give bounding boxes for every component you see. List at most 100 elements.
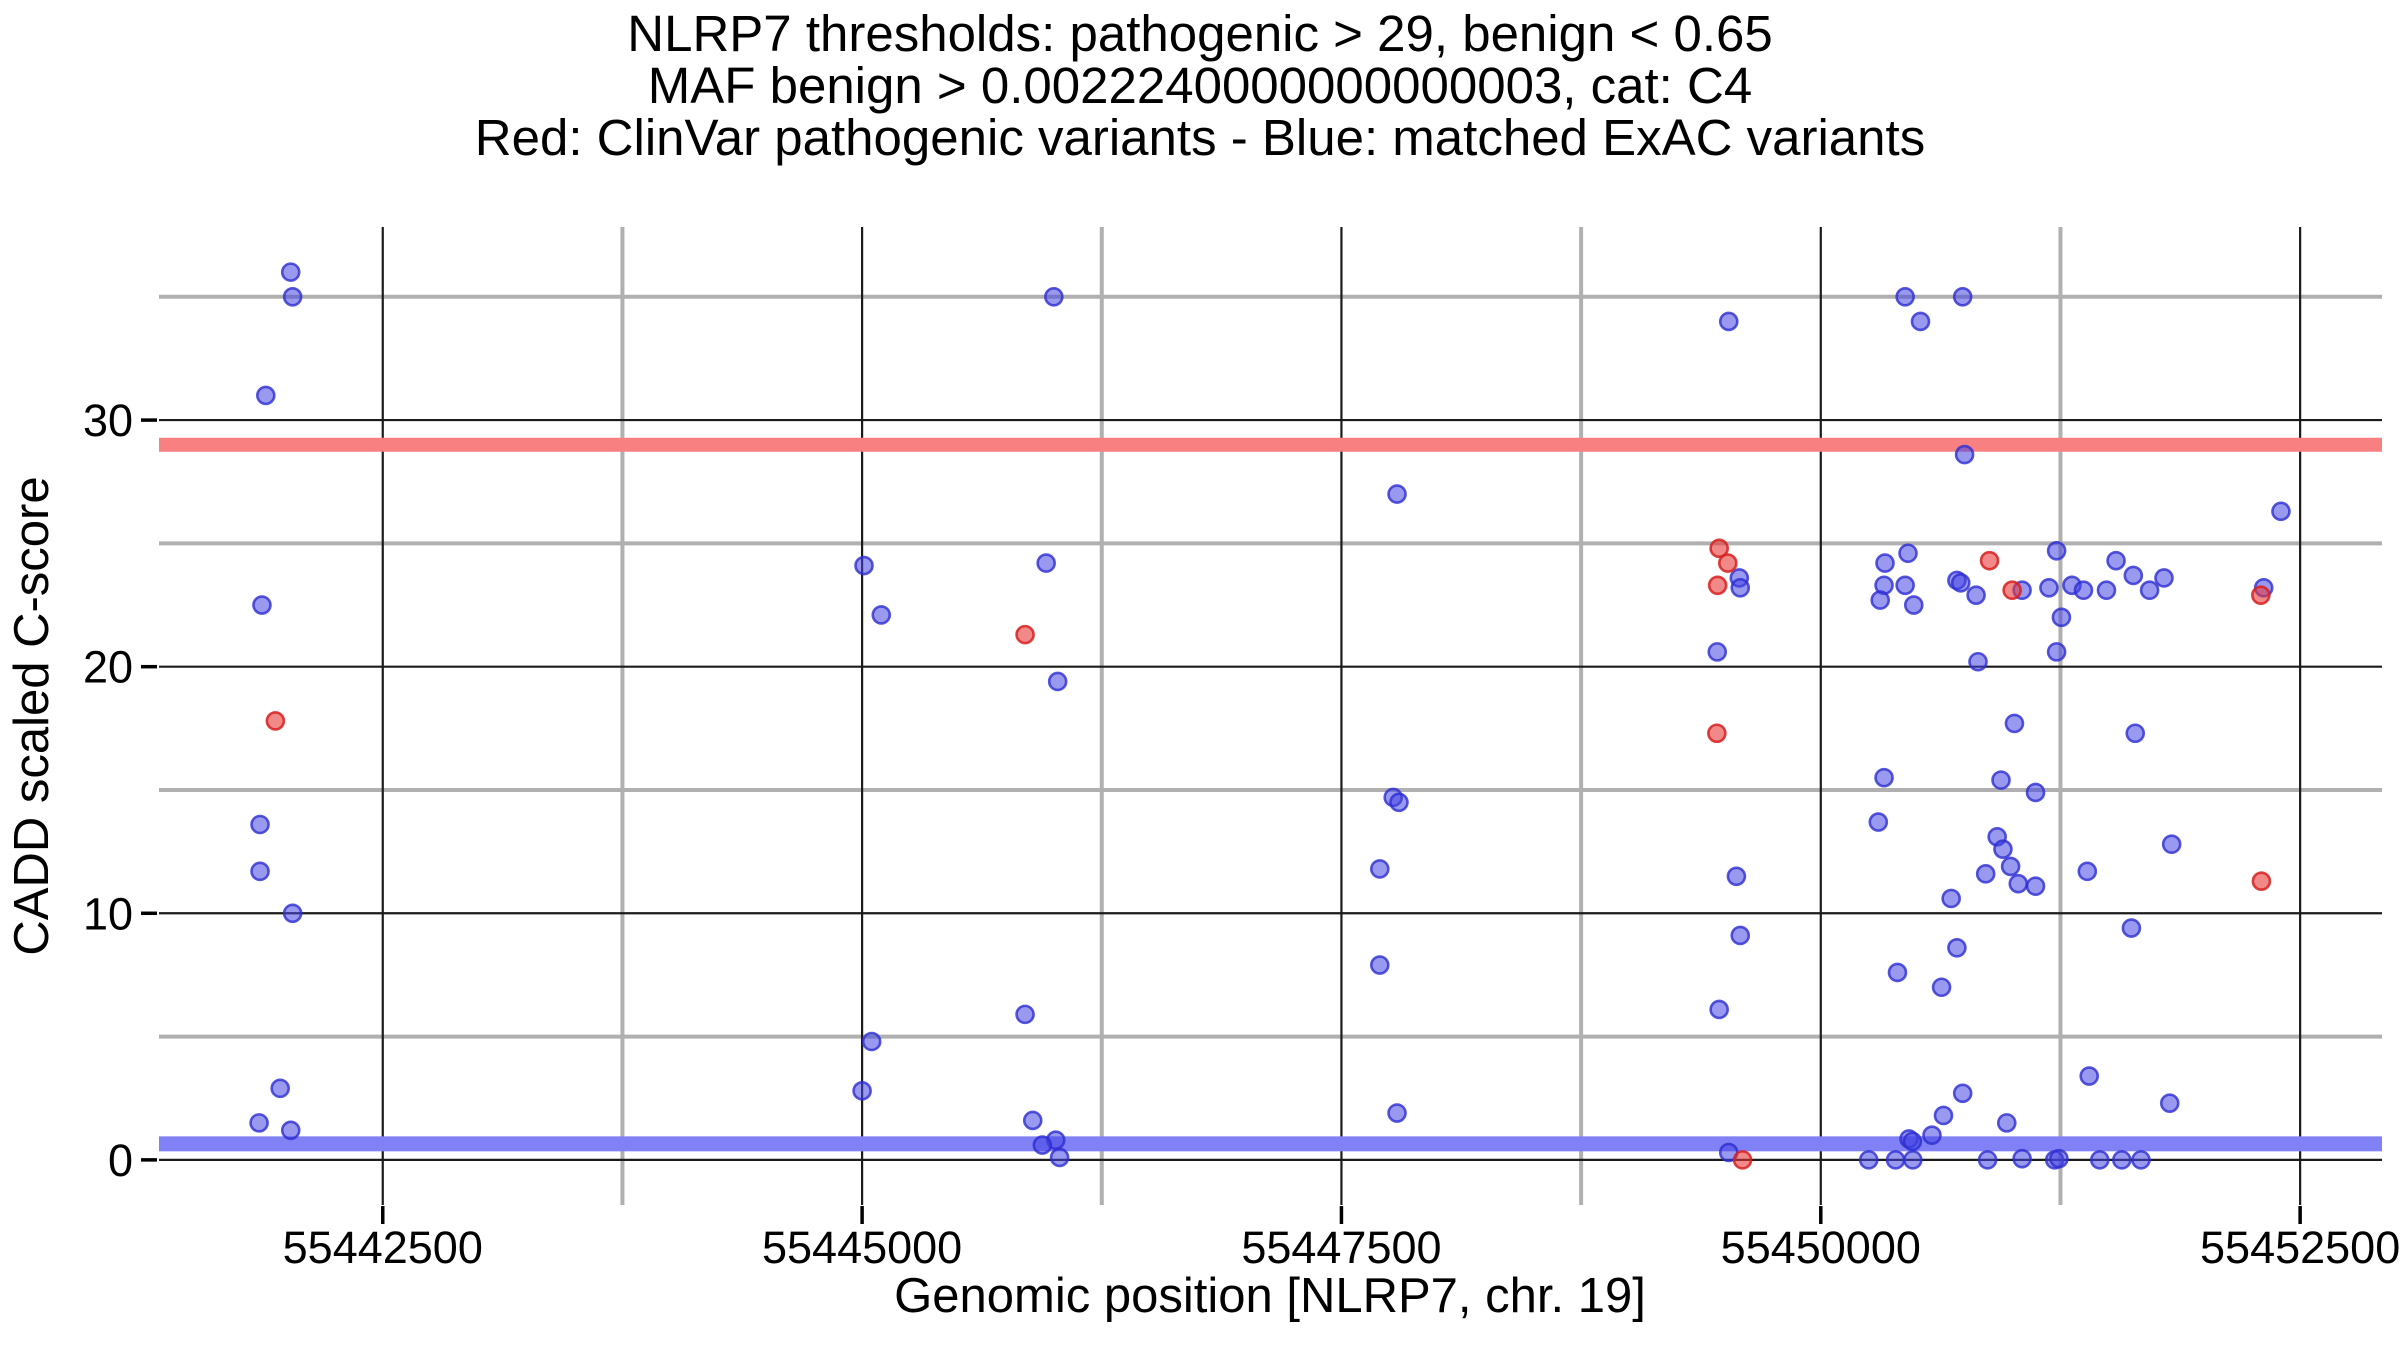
exac-variant-point <box>1950 573 1971 593</box>
exac-variant-point <box>2131 1150 2151 1170</box>
exac-variant-point <box>1387 484 1407 504</box>
exac-variant-point <box>250 814 270 835</box>
exac-variant-point <box>1954 444 1975 465</box>
exac-variant-point <box>1977 1150 1998 1170</box>
clinvar-pathogenic-point <box>265 711 286 731</box>
exac-variant-point <box>1922 1125 1942 1146</box>
exac-variant-point <box>2046 540 2067 561</box>
exac-variant-point <box>1707 642 1728 662</box>
exac-variant-point <box>1941 888 1961 909</box>
exac-variant-point <box>2089 1150 2110 1170</box>
exac-variant-point <box>1015 1004 1035 1025</box>
exac-variant-point <box>2046 642 2067 662</box>
exac-variant-point <box>1709 999 1729 1020</box>
clinvar-pathogenic-point <box>1979 550 2000 571</box>
exac-variant-point <box>2051 607 2072 628</box>
exac-variant-point <box>1874 767 1894 788</box>
exac-variant-point <box>1022 1110 1043 1131</box>
exac-variant-point <box>1910 311 1931 332</box>
exac-variant-point <box>1931 977 1952 998</box>
exac-variant-point <box>280 262 301 282</box>
exac-variant-point <box>1036 553 1056 573</box>
exac-variant-point <box>1991 770 2011 790</box>
x-tick-label: 55445000 <box>762 1222 962 1273</box>
exac-variant-point <box>1903 595 1924 615</box>
exac-variant-point <box>1032 1135 1053 1155</box>
clinvar-pathogenic-point <box>1717 553 1738 573</box>
exac-variant-point <box>1718 311 1739 332</box>
exac-variant-point <box>1993 839 2013 859</box>
benign-threshold-band <box>159 1136 2382 1152</box>
exac-variant-point <box>2159 1093 2180 1113</box>
exac-variant-point <box>270 1078 290 1099</box>
exac-variant-point <box>1933 1105 1954 1126</box>
y-tick-label: 30 <box>83 395 133 446</box>
exac-variant-point <box>1726 866 1747 887</box>
exac-variant-point <box>280 1120 301 1141</box>
clinvar-pathogenic-point <box>2251 871 2272 892</box>
exac-variant-point <box>2154 568 2174 588</box>
exac-variant-point <box>1369 859 1390 879</box>
x-axis-title: Genomic position [NLRP7, chr. 19] <box>894 1269 1646 1323</box>
exac-variant-point <box>1730 577 1751 598</box>
exac-variant-point <box>2125 723 2146 744</box>
exac-variant-point <box>2073 580 2094 601</box>
exac-variant-point <box>1895 286 1915 307</box>
plot-title: NLRP7 thresholds: pathogenic > 29, benig… <box>0 8 2400 164</box>
plot-title-line-1: NLRP7 thresholds: pathogenic > 29, benig… <box>627 5 1773 62</box>
exac-variant-point <box>1903 1150 1923 1170</box>
y-axis-title: CADD scaled C-score <box>5 476 59 955</box>
exac-variant-point <box>1369 955 1390 975</box>
exac-variant-point <box>1870 590 1891 610</box>
exac-variant-point <box>2123 565 2144 586</box>
plot-title-line-3: Red: ClinVar pathogenic variants - Blue:… <box>474 109 1926 166</box>
exac-variant-point <box>1049 1147 1070 1168</box>
exac-variant-point <box>1875 553 1895 573</box>
exac-variant-point <box>1044 286 1064 307</box>
data-points <box>249 262 2291 1170</box>
x-tick-label: 55447500 <box>1241 1222 1441 1273</box>
clinvar-pathogenic-point <box>1707 575 1728 596</box>
exac-variant-point <box>2079 1066 2100 1086</box>
clinvar-pathogenic-point <box>2002 580 2022 601</box>
exac-variant-point <box>1996 1113 2017 1133</box>
exac-variant-point <box>249 1113 269 1133</box>
exac-variant-point <box>2271 501 2291 522</box>
exac-variant-point <box>250 861 270 882</box>
exac-variant-point <box>252 595 272 615</box>
exac-variant-point <box>1887 962 1908 983</box>
exac-variant-point <box>2096 580 2117 601</box>
exac-variant-point <box>2008 873 2029 894</box>
exac-variant-point <box>1895 575 1915 596</box>
exac-variant-point <box>1868 812 1889 832</box>
exac-variant-point <box>1389 792 1409 813</box>
exac-variant-point <box>2012 1148 2032 1169</box>
exac-variant-point <box>2106 550 2126 571</box>
y-tick-label: 20 <box>83 642 133 693</box>
exac-variant-point <box>2004 713 2025 734</box>
exac-variant-point <box>1966 585 1986 605</box>
exac-variant-point <box>1902 1131 1923 1152</box>
exac-variant-point <box>2025 876 2046 896</box>
exac-variant-point <box>255 385 276 406</box>
exac-variant-point <box>1858 1150 1879 1170</box>
x-tick-label: 55442500 <box>283 1222 483 1273</box>
x-tick-label: 55450000 <box>1721 1222 1921 1273</box>
plot-title-line-2: MAF benign > 0.0022240000000000003, cat:… <box>647 57 1753 114</box>
exac-variant-point <box>1947 938 1967 958</box>
pathogenic-threshold-band <box>159 437 2382 452</box>
exac-variant-point <box>2077 861 2098 882</box>
minor-gridlines <box>159 227 2382 1205</box>
exac-variant-point <box>1730 925 1751 946</box>
clinvar-pathogenic-point <box>1707 723 1727 744</box>
exac-variant-point <box>861 1031 882 1052</box>
exac-variant-point <box>282 286 303 307</box>
exac-variant-point <box>1952 1083 1973 1104</box>
exac-variant-point <box>2139 580 2160 601</box>
clinvar-pathogenic-point <box>1732 1150 1753 1170</box>
exac-variant-point <box>1387 1103 1407 1123</box>
exac-variant-point <box>2049 1148 2069 1169</box>
exac-variant-point <box>2025 782 2046 803</box>
exac-variant-point <box>1898 543 1918 564</box>
